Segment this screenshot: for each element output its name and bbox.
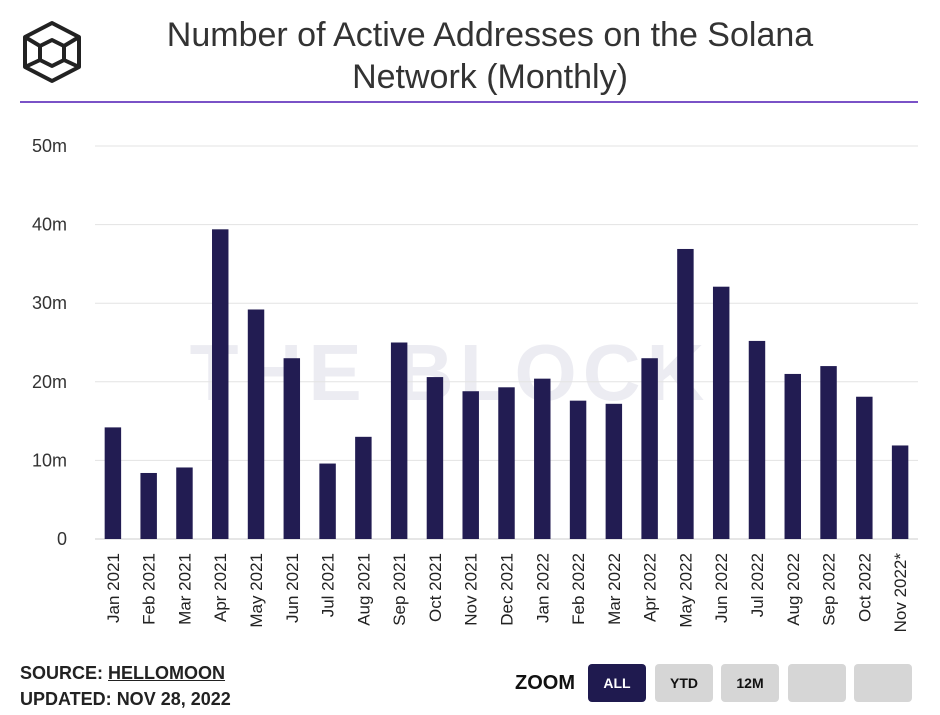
bar[interactable]	[104, 427, 122, 539]
x-tick-label: Apr 2022	[641, 553, 660, 622]
y-tick-label: 0	[57, 529, 67, 549]
x-tick-label: May 2021	[247, 553, 266, 628]
x-tick-label: Apr 2021	[211, 553, 230, 622]
bar[interactable]	[641, 358, 658, 539]
updated-line: UPDATED: NOV 28, 2022	[20, 686, 231, 712]
bar[interactable]	[247, 309, 265, 539]
x-tick-label: Oct 2021	[426, 553, 445, 622]
watermark: THE BLOCK	[190, 328, 711, 417]
updated-date: NOV 28, 2022	[116, 689, 231, 709]
x-tick-label: Jan 2022	[533, 553, 552, 623]
title-divider	[20, 101, 918, 103]
x-tick-label: Nov 2021	[462, 553, 481, 626]
bar[interactable]	[891, 445, 909, 539]
y-tick-label: 30m	[32, 293, 67, 313]
chart-title-line-2: Network (Monthly)	[352, 58, 628, 96]
x-tick-label: Nov 2022*	[891, 553, 910, 633]
x-tick-label: Sep 2022	[820, 553, 839, 626]
x-tick-label: Jul 2022	[748, 553, 767, 617]
bar[interactable]	[176, 467, 193, 539]
bars	[104, 229, 909, 540]
bar[interactable]	[319, 463, 336, 539]
source-line: SOURCE: HELLOMOON	[20, 660, 231, 686]
bar[interactable]	[569, 400, 587, 539]
x-tick-label: Mar 2022	[605, 553, 624, 625]
x-tick-label: Jun 2022	[712, 553, 731, 623]
chart-title: Number of Active Addresses on the Solana…	[110, 14, 870, 98]
x-tick-label: Feb 2021	[140, 553, 159, 625]
bar[interactable]	[212, 229, 229, 539]
chart-title-line-1: Number of Active Addresses on the Solana	[166, 16, 814, 54]
bar[interactable]	[140, 472, 157, 539]
the-block-logo-icon	[23, 21, 81, 83]
zoom-blank-button-2[interactable]	[854, 664, 912, 702]
x-tick-label: Aug 2021	[354, 553, 373, 626]
y-tick-label: 40m	[32, 215, 67, 235]
bar[interactable]	[605, 403, 623, 539]
zoom-blank-button-1[interactable]	[788, 664, 846, 702]
x-tick-label: Dec 2021	[498, 553, 517, 626]
gridlines	[95, 145, 918, 540]
zoom-all-button[interactable]: ALL	[588, 664, 646, 702]
y-axis: 0 10m 20m 30m 40m 50m	[32, 136, 67, 549]
zoom-12m-button[interactable]: 12M	[721, 664, 779, 702]
x-tick-label: Feb 2022	[569, 553, 588, 625]
bar[interactable]	[283, 358, 301, 539]
updated-label: UPDATED:	[20, 689, 112, 709]
y-tick-label: 10m	[32, 450, 67, 470]
bar[interactable]	[355, 436, 372, 539]
bar[interactable]	[820, 366, 837, 539]
x-axis: Jan 2021 Feb 2021 Mar 2021 Apr 2021 May 2021…	[104, 553, 910, 633]
bar[interactable]	[462, 391, 479, 539]
source-link[interactable]: HELLOMOON	[108, 663, 226, 683]
source-label: SOURCE:	[20, 663, 104, 683]
x-tick-label: Jun 2021	[283, 553, 302, 623]
zoom-ytd-button[interactable]: YTD	[655, 664, 713, 702]
x-tick-label: May 2022	[676, 553, 695, 628]
x-tick-label: Jan 2021	[104, 553, 123, 623]
bar[interactable]	[534, 378, 551, 539]
source-block: SOURCE: HELLOMOON UPDATED: NOV 28, 2022	[20, 660, 231, 712]
y-tick-label: 20m	[32, 372, 67, 392]
bar[interactable]	[856, 396, 873, 539]
y-tick-label: 50m	[32, 136, 67, 156]
bar[interactable]	[784, 373, 801, 539]
x-tick-label: Mar 2021	[175, 553, 194, 625]
bar-chart: THE BLOCK 0 10m 20m 30m 40m 50m Jan 2021 Feb 2…	[32, 136, 918, 633]
x-tick-label: Sep 2021	[390, 553, 409, 626]
bar[interactable]	[426, 377, 444, 539]
x-tick-label: Jul 2021	[319, 553, 338, 617]
x-tick-label: Oct 2022	[855, 553, 874, 622]
x-tick-label: Aug 2022	[784, 553, 803, 626]
bar[interactable]	[677, 248, 694, 539]
zoom-label: ZOOM	[515, 672, 575, 694]
bar[interactable]	[748, 340, 766, 539]
bar[interactable]	[390, 342, 408, 540]
bar[interactable]	[712, 286, 730, 539]
bar[interactable]	[498, 387, 515, 539]
